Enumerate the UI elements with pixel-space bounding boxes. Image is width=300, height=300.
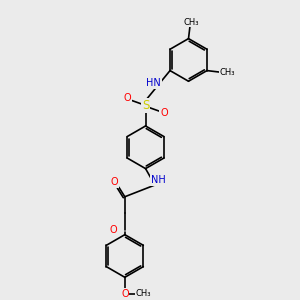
Text: CH₃: CH₃ [183,18,199,27]
Text: O: O [110,225,117,235]
Text: CH₃: CH₃ [219,68,235,76]
Text: O: O [111,177,118,187]
Text: O: O [123,93,131,103]
Text: NH: NH [151,175,165,185]
Text: S: S [142,99,149,112]
Text: HN: HN [146,78,161,88]
Text: O: O [121,289,129,298]
Text: CH₃: CH₃ [135,289,151,298]
Text: O: O [160,108,168,118]
